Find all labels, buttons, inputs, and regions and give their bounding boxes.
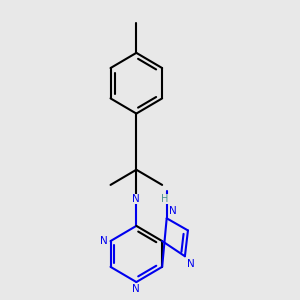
- Text: N: N: [133, 194, 140, 204]
- Text: N: N: [187, 259, 195, 269]
- Text: H: H: [161, 194, 169, 204]
- Text: N: N: [133, 284, 140, 295]
- Text: N: N: [169, 206, 177, 216]
- Text: N: N: [100, 236, 108, 246]
